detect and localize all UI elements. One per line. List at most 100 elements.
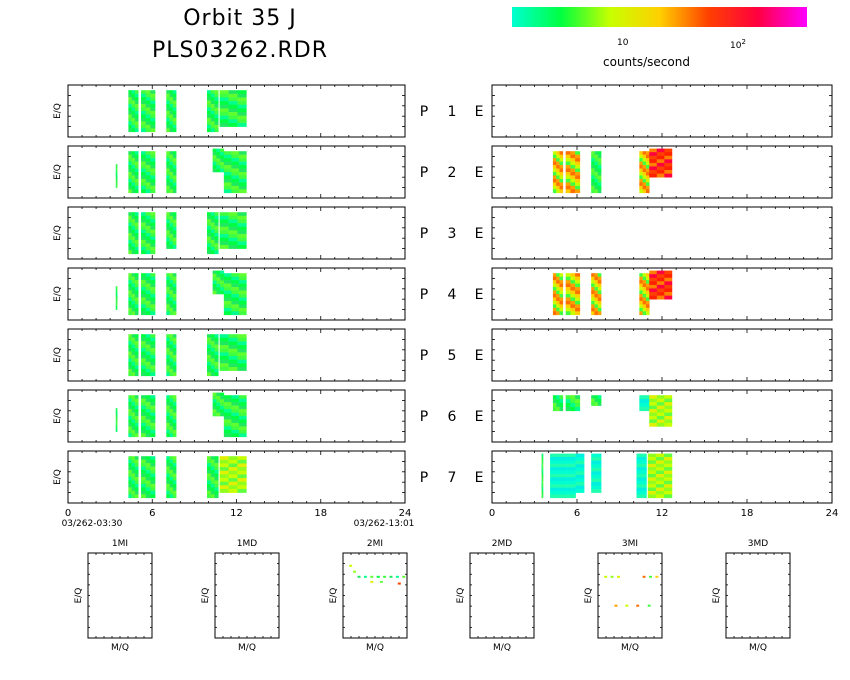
heatmap-cell [166, 490, 170, 495]
heatmap-cell [116, 306, 117, 310]
heatmap-cell [166, 470, 170, 474]
heatmap-cell [552, 287, 557, 291]
heatmap-cell [150, 189, 156, 194]
heatmap-cell [207, 341, 212, 345]
heatmap-cell [223, 426, 232, 431]
heatmap-cell [565, 182, 571, 187]
heatmap-cell [134, 151, 139, 155]
channel-number: 6 [448, 409, 457, 425]
heatmap-cell [238, 161, 247, 166]
heatmap-cell [134, 114, 139, 119]
heatmap-cell [131, 107, 136, 112]
heatmap-cell [128, 463, 132, 467]
heatmap-cell [131, 297, 136, 302]
heatmap-cell [150, 178, 156, 183]
heatmap-cell [150, 487, 156, 492]
heatmap-cell [128, 304, 132, 309]
heatmap-cell [169, 405, 174, 410]
heatmap-cell [645, 297, 650, 302]
heatmap-cell [570, 304, 576, 309]
heatmap-cell [238, 287, 247, 291]
heatmap-cell [172, 351, 177, 356]
heatmap-cell [214, 236, 219, 241]
heatmap-cell [220, 148, 225, 153]
heatmap-cell [223, 189, 232, 194]
heatmap-cell [207, 466, 212, 471]
heatmap-cell [597, 481, 602, 486]
heatmap-cell [556, 168, 560, 173]
heatmap-cell [237, 223, 247, 228]
heatmap-cell [145, 229, 151, 234]
heatmap-cell [219, 467, 229, 472]
heatmap-cell [216, 280, 221, 285]
heatmap-cell [210, 114, 215, 119]
heatmap-cell [591, 287, 595, 291]
heatmap-cell [597, 185, 602, 190]
heatmap-cell [594, 189, 599, 194]
heatmap-cell [116, 177, 117, 182]
heatmap-cell [134, 182, 139, 187]
heatmap-cell [594, 287, 599, 291]
heatmap-cell [131, 165, 136, 169]
heatmap-cell [223, 398, 232, 403]
heatmap-cell [216, 277, 221, 281]
heatmap-cell [172, 311, 177, 316]
heatmap-cell [219, 93, 229, 98]
heatmap-cell [169, 422, 174, 427]
heatmap-cell [150, 226, 156, 230]
heatmap-cell [575, 467, 579, 472]
heatmap-cell [214, 117, 219, 122]
heatmap-cell [639, 487, 644, 492]
heatmap-cell [141, 337, 146, 342]
heatmap-cell [214, 124, 219, 129]
heatmap-cell [141, 172, 146, 176]
heatmap-cell [128, 151, 132, 155]
heatmap-cell [575, 453, 579, 458]
heatmap-cell [166, 226, 170, 231]
heatmap-cell [597, 471, 602, 476]
heatmap-cell [150, 229, 156, 234]
heatmap-cell [131, 311, 136, 316]
heatmap-cell [210, 246, 215, 251]
y-axis-label: E/Q [53, 408, 63, 424]
heatmap-cell [134, 100, 139, 105]
heatmap-cell [141, 405, 146, 410]
heatmap-cell [166, 456, 170, 460]
heatmap-cell [166, 172, 170, 176]
heatmap-cell [559, 395, 564, 400]
heatmap-cell [231, 175, 240, 180]
heatmap-cell [116, 170, 117, 175]
heatmap-cell [134, 372, 139, 377]
heatmap-cell [169, 412, 174, 417]
heatmap-cell [219, 119, 229, 124]
heatmap-cell [541, 480, 543, 485]
heatmap-cell [642, 165, 647, 169]
heatmap-cell [578, 478, 582, 483]
heatmap-cell [219, 230, 229, 235]
heatmap-cell [150, 97, 156, 101]
heatmap-cell [664, 152, 673, 157]
heatmap-cell [636, 487, 641, 492]
heatmap-cell [210, 121, 215, 126]
heatmap-cell [214, 361, 219, 366]
heatmap-cell [219, 219, 229, 224]
heatmap-cell [141, 409, 146, 413]
heatmap-cell [166, 422, 170, 427]
heatmap-cell [664, 422, 673, 427]
channel-label-e: E [475, 409, 484, 425]
heatmap-cell [166, 473, 170, 478]
heatmap-cell [550, 463, 559, 468]
heatmap-cell [145, 463, 151, 467]
heatmap-cell [591, 485, 595, 490]
heatmap-cell [145, 243, 151, 248]
heatmap-cell [115, 424, 117, 429]
heatmap-cell [128, 294, 132, 298]
heatmap-cell [128, 128, 132, 133]
heatmap-cell [570, 172, 576, 176]
heatmap-cell [565, 287, 571, 291]
heatmap-cell [141, 246, 146, 251]
heatmap-cell [210, 229, 215, 234]
heatmap-cell [128, 165, 132, 169]
heatmap-cell [663, 494, 673, 499]
heatmap-cell [542, 484, 543, 488]
